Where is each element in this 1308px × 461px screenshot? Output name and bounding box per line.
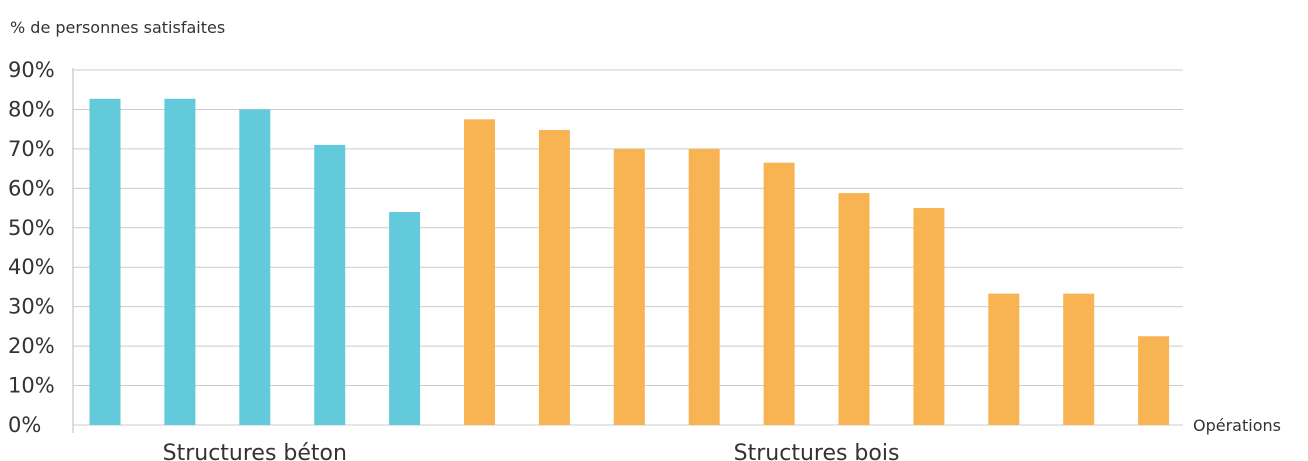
group-label: Structures béton [163, 441, 347, 461]
y-tick-label: 60% [8, 176, 55, 200]
y-tick-label: 40% [8, 255, 55, 279]
y-tick-label: 90% [8, 58, 55, 82]
bar [389, 212, 421, 425]
bar [913, 208, 945, 425]
y-tick-label: 10% [8, 374, 55, 398]
y-tick-label: 70% [8, 137, 55, 161]
bar [164, 98, 196, 426]
bar [314, 144, 346, 425]
bar [1138, 336, 1170, 425]
bar [1063, 293, 1095, 425]
y-tick-labels: 0% 10% 20% 30% 40% 50% 60% 70% 80% 90% [8, 58, 55, 437]
group-label: Structures bois [734, 441, 900, 461]
bars [89, 98, 1170, 426]
y-tick-label: 20% [8, 334, 55, 358]
bar [613, 148, 645, 425]
y-tick-label: 0% [8, 413, 41, 437]
bar [538, 129, 570, 425]
y-tick-label: 80% [8, 97, 55, 121]
bar [763, 162, 795, 425]
bar [464, 119, 495, 426]
y-axis-label: % de personnes satisfaites [10, 18, 225, 37]
x-axis-label: Opérations [1193, 416, 1281, 435]
bar [838, 193, 870, 425]
y-tick-label: 30% [8, 295, 55, 319]
bar [239, 109, 271, 425]
bar [89, 98, 121, 426]
bar [988, 293, 1020, 425]
y-tick-label: 50% [8, 216, 55, 240]
group-labels: Structures béton Structures bois [163, 441, 900, 461]
bar [688, 148, 720, 425]
